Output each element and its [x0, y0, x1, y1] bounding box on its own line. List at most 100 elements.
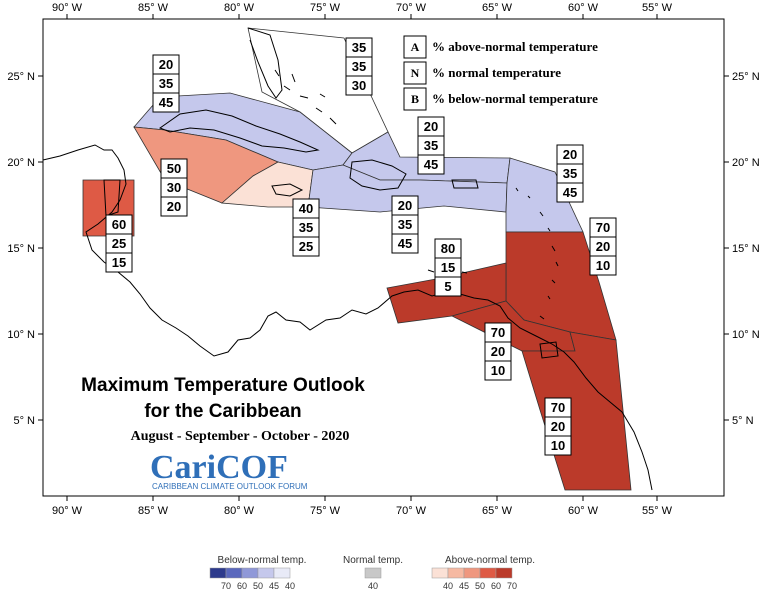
lon-label: 85° W [138, 505, 169, 517]
probability-box-guianas: 70 20 10 [544, 397, 572, 456]
scale-title-above: Above-normal temp. [445, 555, 535, 566]
legend-key-box-b [403, 87, 427, 111]
probability-value-n: 35 [299, 220, 313, 235]
lat-label: 15° N [732, 243, 760, 255]
probability-value-n: 35 [398, 217, 412, 232]
above-scale-swatch [463, 567, 481, 579]
lon-label: 55° W [642, 2, 673, 14]
above-scale-tick: 70 [507, 581, 517, 590]
probability-value-b: 10 [551, 438, 565, 453]
probability-box-belize: 60 25 15 [105, 214, 133, 273]
above-scale-tick: 50 [475, 581, 485, 590]
probability-value-b: 10 [491, 363, 505, 378]
above-scale-tick: 45 [459, 581, 469, 590]
lon-label: 90° W [52, 2, 83, 14]
box-cell [544, 435, 572, 456]
box-cell [292, 236, 320, 257]
probability-value-a: 40 [299, 201, 313, 216]
lon-label: 85° W [138, 2, 169, 14]
lon-label: 65° W [482, 2, 513, 14]
probability-value-a: 20 [424, 119, 438, 134]
box-cell [484, 360, 512, 381]
logo-subtitle: CARIBBEAN CLIMATE OUTLOOK FORUM [152, 482, 308, 491]
probability-value-a: 20 [563, 147, 577, 162]
below-scale-tick: 70 [221, 581, 231, 590]
probability-value-a: 70 [551, 400, 565, 415]
lon-label: 75° W [310, 505, 341, 517]
legend-key-box-a [403, 35, 427, 59]
lon-label: 55° W [642, 505, 673, 517]
probability-value-a: 50 [167, 161, 181, 176]
probability-value-a: 35 [352, 40, 366, 55]
latitude-labels-right: 25° N 20° N 15° N 10° N 5° N [724, 71, 760, 427]
lon-label: 75° W [310, 2, 341, 14]
box-cell [160, 196, 188, 217]
below-scale-swatch [241, 567, 259, 579]
legend-key-a: A [411, 40, 420, 54]
probability-value-a: 20 [159, 57, 173, 72]
longitude-labels-top: 90° W 85° W 80° W 75° W 70° W 65° W 60° W 55° W [52, 2, 673, 19]
legend-key-n: N [411, 66, 420, 80]
legend-key-b: B [411, 92, 419, 106]
probability-value-b: 5 [444, 279, 451, 294]
probability-value-n: 20 [596, 239, 610, 254]
longitude-labels-bottom: 90° W 85° W 80° W 75° W 70° W 65° W 60° W 55° W [52, 496, 673, 517]
probability-value-b: 20 [167, 199, 181, 214]
above-scale-swatch [447, 567, 465, 579]
lat-label: 10° N [732, 329, 760, 341]
below-scale-swatch [273, 567, 291, 579]
probability-value-a: 70 [491, 325, 505, 340]
probability-value-b: 15 [112, 255, 126, 270]
legend-text-b: % below-normal temperature [432, 91, 598, 106]
scale-title-below: Below-normal temp. [218, 555, 307, 566]
probability-value-n: 35 [424, 138, 438, 153]
probability-boxes: 35 35 30 20 35 45 50 30 20 40 35 25 60 25 15 20 35 45 20 35… [105, 37, 617, 456]
map-title-line1: Maximum Temperature Outlook [81, 375, 365, 396]
probability-value-n: 15 [441, 260, 455, 275]
probability-value-b: 45 [424, 157, 438, 172]
color-scale: Below-normal temp. Normal temp. Above-no… [209, 555, 535, 590]
probability-box-greater-antilles-south: 20 35 45 [391, 195, 419, 254]
lat-label: 20° N [7, 157, 35, 169]
probability-value-b: 45 [159, 95, 173, 110]
box-cell [391, 233, 419, 254]
below-scale-swatch [225, 567, 243, 579]
lat-label: 10° N [7, 329, 35, 341]
map-title-line2: for the Caribbean [144, 401, 301, 422]
probability-box-abc-islands: 80 15 5 [434, 238, 462, 297]
lon-label: 80° W [224, 2, 255, 14]
scale-title-normal: Normal temp. [343, 555, 403, 566]
normal-scale-swatch [364, 567, 382, 579]
probability-value-a: 20 [398, 198, 412, 213]
lon-label: 80° W [224, 505, 255, 517]
below-scale-tick: 40 [285, 581, 295, 590]
legend-key-box-n [403, 61, 427, 85]
probability-value-n: 35 [159, 76, 173, 91]
legend-text-a: % above-normal temperature [432, 39, 598, 54]
probability-box-jamaica: 40 35 25 [292, 198, 320, 257]
map-legend: A % above-normal temperature N % normal … [403, 35, 598, 111]
lon-label: 60° W [568, 505, 599, 517]
probability-box-trinidad: 70 20 10 [484, 322, 512, 381]
above-scale-tick: 60 [491, 581, 501, 590]
probability-box-northern-leewards: 20 35 45 [556, 144, 584, 203]
probability-box-bahamas: 35 35 30 [345, 37, 373, 96]
probability-value-b: 45 [563, 185, 577, 200]
probability-value-b: 45 [398, 236, 412, 251]
box-cell [434, 276, 462, 297]
probability-value-a: 60 [112, 217, 126, 232]
probability-value-n: 30 [167, 180, 181, 195]
above-scale-tick: 40 [443, 581, 453, 590]
probability-value-b: 10 [596, 258, 610, 273]
probability-value-n: 20 [491, 344, 505, 359]
logo-text: CariCOF [150, 449, 288, 486]
legend-text-n: % normal temperature [432, 65, 561, 80]
probability-box-eastern-caribbean: 70 20 10 [589, 217, 617, 276]
below-scale-swatch [257, 567, 275, 579]
lat-label: 25° N [732, 71, 760, 83]
probability-value-n: 35 [563, 166, 577, 181]
probability-value-a: 70 [596, 220, 610, 235]
probability-box-west-caribbean-sea: 50 30 20 [160, 158, 188, 217]
probability-value-n: 35 [352, 59, 366, 74]
